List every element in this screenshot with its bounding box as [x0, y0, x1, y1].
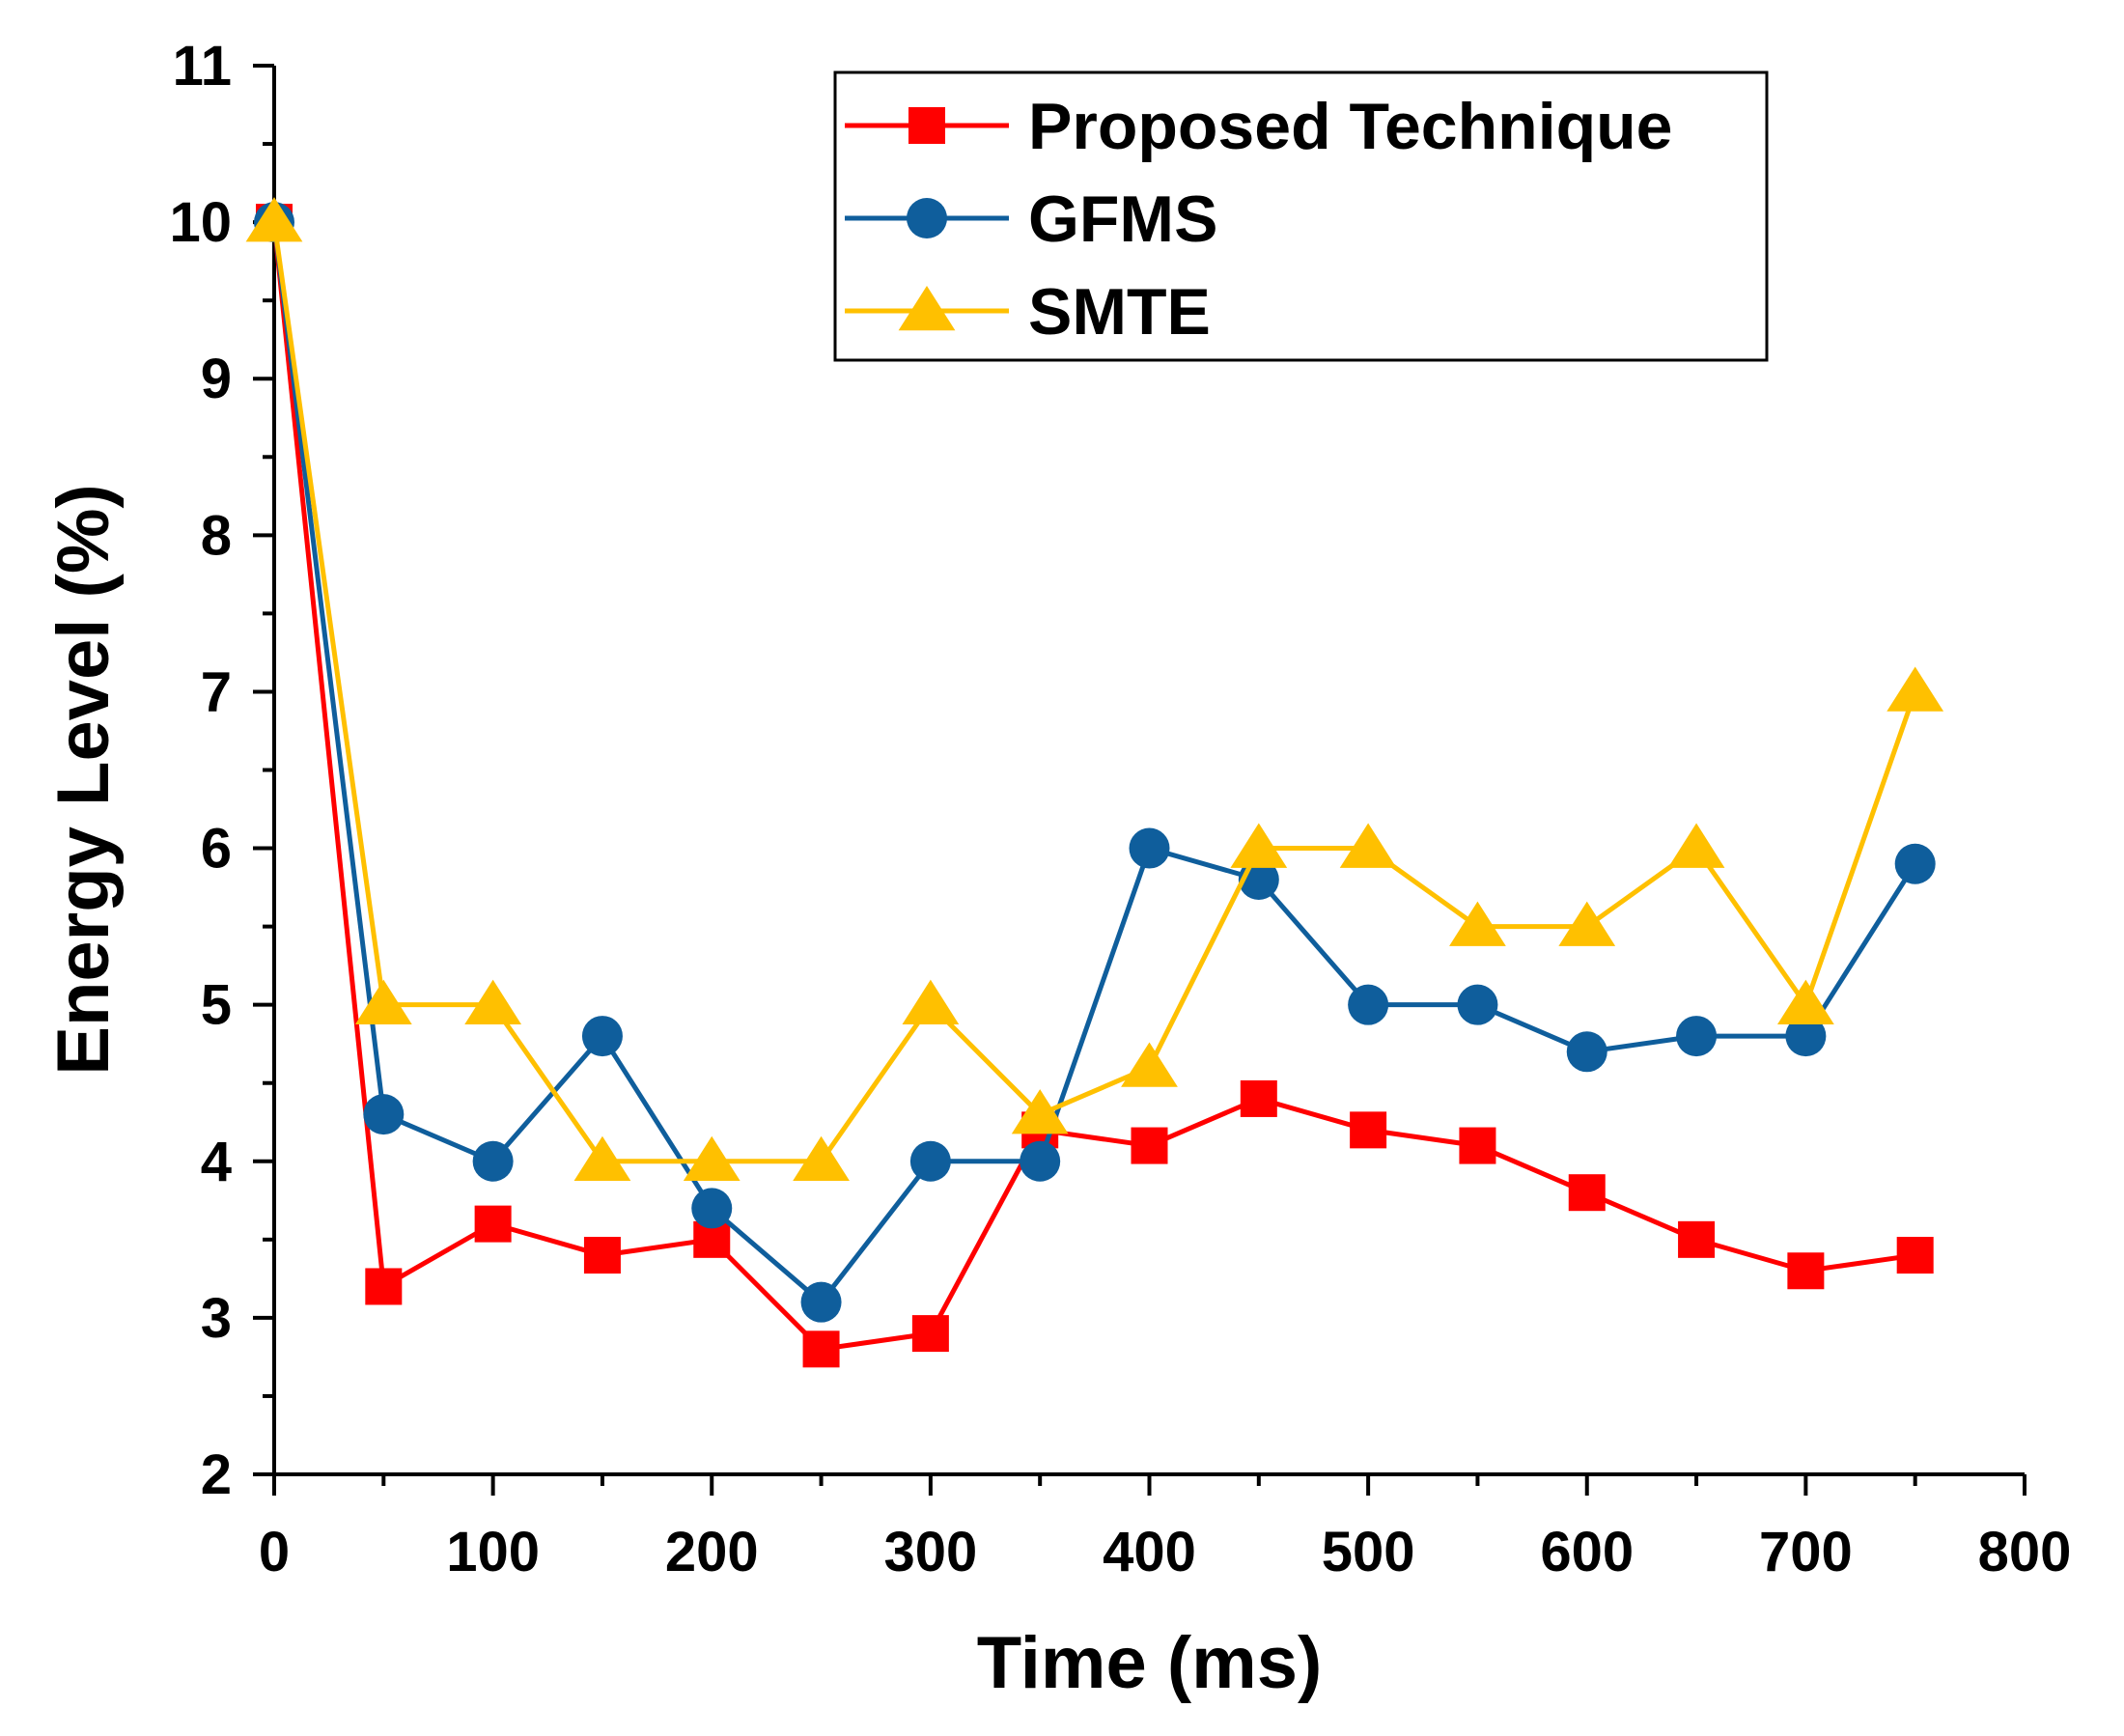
- x-tick-label: 600: [1540, 1521, 1634, 1583]
- x-tick-label: 700: [1759, 1521, 1853, 1583]
- x-tick-label: 100: [446, 1521, 540, 1583]
- data-point-smte: [1339, 823, 1397, 868]
- legend: Proposed Technique GFMS SMTE: [833, 70, 1769, 362]
- data-point-gfms: [1566, 1031, 1607, 1073]
- y-tick-label: 11: [173, 35, 232, 98]
- y-tick-label: 3: [201, 1287, 232, 1350]
- x-tick-label: 0: [259, 1521, 290, 1583]
- data-point-smte: [683, 1135, 741, 1182]
- data-point-gfms: [1785, 1016, 1827, 1057]
- series-line-proposed-technique: [271, 221, 1916, 1352]
- data-point-smte: [1011, 1089, 1069, 1134]
- legend-label-proposed-technique: Proposed Technique: [1028, 90, 1672, 163]
- data-point-smte: [354, 979, 412, 1024]
- series-proposed-technique: [256, 204, 1934, 1368]
- data-point-proposed-technique: [365, 1268, 403, 1305]
- data-point-smte: [1776, 979, 1834, 1024]
- data-point-proposed-technique: [1787, 1252, 1825, 1290]
- axes: 0 100 200 300 400 500 600 700 800 2 3 4 5 6 7 8 9 10 11: [169, 35, 2071, 1583]
- legend-item-proposed-technique: Proposed Technique: [845, 90, 1672, 163]
- data-point-proposed-technique: [911, 1315, 949, 1353]
- legend-marker-smte: [898, 286, 956, 331]
- x-tick-label: 800: [1978, 1521, 2072, 1583]
- y-tick-label: 9: [201, 348, 232, 410]
- data-point-smte: [1449, 901, 1506, 946]
- legend-label-gfms: GFMS: [1028, 182, 1217, 256]
- legend-item-smte: SMTE: [845, 275, 1211, 349]
- y-tick-label: 7: [201, 660, 232, 723]
- x-tick-label: 200: [665, 1521, 759, 1583]
- y-tick-label: 6: [201, 818, 232, 881]
- data-point-smte: [245, 197, 303, 242]
- x-tick-label: 400: [1103, 1521, 1196, 1583]
- legend-marker-gfms: [907, 198, 947, 238]
- legend-marker-proposed-technique: [908, 107, 945, 144]
- data-point-smte: [1886, 666, 1944, 712]
- data-point-proposed-technique: [1896, 1237, 1934, 1274]
- data-point-proposed-technique: [1131, 1127, 1168, 1164]
- y-tick-label: 4: [201, 1131, 232, 1193]
- data-point-smte: [1667, 823, 1725, 868]
- data-point-gfms: [581, 1016, 623, 1057]
- data-point-smte: [902, 979, 960, 1024]
- x-tick-label: 300: [883, 1521, 977, 1583]
- series-line-gfms: [271, 221, 1917, 1305]
- data-point-gfms: [1894, 843, 1936, 884]
- data-point-gfms: [800, 1281, 842, 1323]
- data-point-proposed-technique: [1678, 1220, 1716, 1258]
- data-point-proposed-technique: [583, 1237, 621, 1274]
- series-gfms: [254, 202, 1936, 1323]
- y-tick-label: 2: [201, 1443, 232, 1506]
- y-tick-label: 8: [201, 504, 232, 567]
- x-tick-label: 500: [1322, 1521, 1415, 1583]
- y-tick-label: 10: [169, 191, 232, 254]
- data-point-gfms: [472, 1140, 514, 1182]
- data-point-proposed-technique: [1350, 1111, 1387, 1149]
- series-smte: [245, 197, 1944, 1182]
- data-point-gfms: [909, 1140, 951, 1182]
- x-axis-title: Time (ms): [977, 1622, 1323, 1704]
- y-axis-title: Energy Level (%): [42, 484, 125, 1075]
- data-point-gfms: [1348, 984, 1389, 1025]
- data-point-smte: [1121, 1042, 1178, 1087]
- data-point-gfms: [1020, 1140, 1061, 1182]
- data-point-smte: [793, 1135, 850, 1182]
- data-point-proposed-technique: [474, 1205, 512, 1243]
- data-point-proposed-technique: [1240, 1079, 1277, 1117]
- data-point-smte: [464, 979, 522, 1024]
- data-point-gfms: [363, 1094, 405, 1135]
- data-point-gfms: [691, 1188, 733, 1229]
- data-point-proposed-technique: [1459, 1127, 1496, 1164]
- y-tick-label: 5: [201, 974, 232, 1037]
- series-layer: [245, 197, 1944, 1368]
- series-line-smte: [271, 221, 1918, 1164]
- data-point-smte: [1558, 901, 1616, 946]
- legend-item-gfms: GFMS: [845, 182, 1217, 256]
- data-point-smte: [1230, 823, 1288, 868]
- data-point-proposed-technique: [1568, 1174, 1606, 1212]
- data-point-gfms: [1676, 1016, 1718, 1057]
- data-point-gfms: [1457, 984, 1498, 1025]
- data-point-smte: [573, 1135, 631, 1182]
- data-point-proposed-technique: [802, 1330, 840, 1368]
- data-point-gfms: [1129, 827, 1170, 869]
- legend-label-smte: SMTE: [1028, 275, 1211, 349]
